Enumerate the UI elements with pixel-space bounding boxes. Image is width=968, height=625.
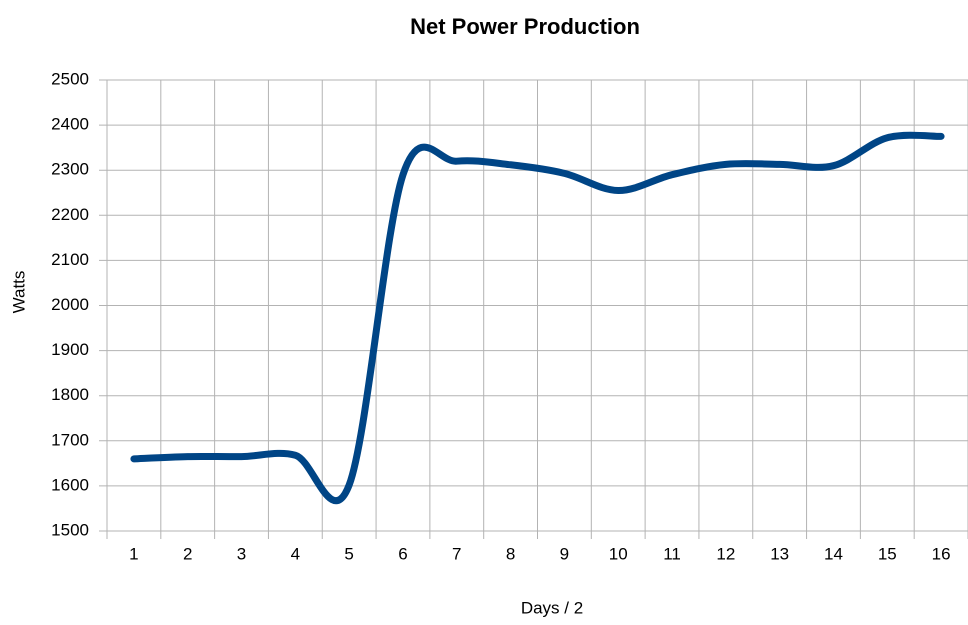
x-tick-label: 8 (506, 544, 515, 563)
chart-title: Net Power Production (410, 14, 640, 39)
y-tick-label: 2300 (51, 160, 89, 179)
y-tick-label: 2400 (51, 115, 89, 134)
x-axis-label: Days / 2 (521, 598, 583, 617)
x-tick-label: 3 (237, 544, 246, 563)
y-tick-label: 2500 (51, 69, 89, 88)
y-axis-label: Watts (9, 271, 28, 314)
x-tick-label: 16 (932, 544, 951, 563)
y-tick-label: 1600 (51, 475, 89, 494)
x-tick-label: 7 (452, 544, 461, 563)
x-tick-label: 10 (609, 544, 628, 563)
y-tick-label: 2100 (51, 250, 89, 269)
x-tick-label: 13 (770, 544, 789, 563)
x-tick-label: 6 (398, 544, 407, 563)
y-tick-label: 1500 (51, 520, 89, 539)
x-tick-label: 4 (291, 544, 300, 563)
x-tick-label: 11 (663, 544, 681, 563)
x-tick-label: 15 (878, 544, 897, 563)
y-tick-label: 1700 (51, 430, 89, 449)
x-tick-label: 1 (129, 544, 138, 563)
y-tick-label: 2000 (51, 295, 89, 314)
y-tick-label: 1900 (51, 340, 89, 359)
x-tick-label: 2 (183, 544, 192, 563)
x-tick-label: 9 (560, 544, 569, 563)
x-tick-label: 14 (824, 544, 843, 563)
data-line (130, 131, 945, 505)
y-tick-label: 2200 (51, 205, 89, 224)
x-tick-label: 5 (344, 544, 353, 563)
x-tick-label: 12 (716, 544, 735, 563)
y-tick-label: 1800 (51, 385, 89, 404)
